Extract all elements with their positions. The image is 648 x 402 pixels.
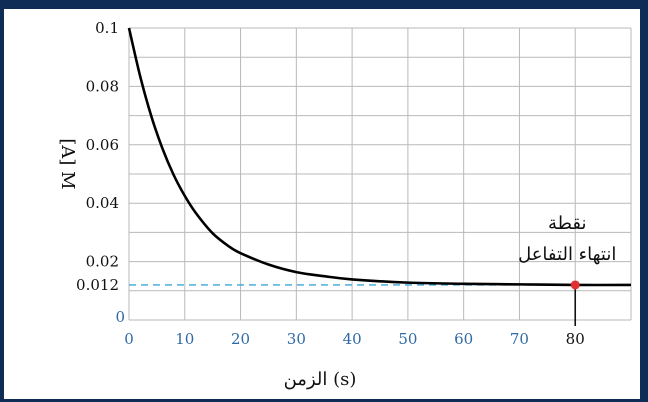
- annotation-line-1: نقطة: [548, 213, 587, 234]
- y-tick-label: 0.08: [86, 77, 119, 95]
- y-tick-label: 0.02: [86, 253, 119, 271]
- reaction-chart: 0 0.02 0.04 0.06 0.08 0.1 0.012 0 10 20 30 40 50 60 7…: [57, 19, 632, 390]
- horizontal-gridlines: [129, 27, 631, 321]
- x-tick-label: 30: [287, 330, 306, 348]
- y-tick-label: 0: [115, 308, 125, 326]
- y-tick-label: 0.06: [86, 136, 119, 154]
- reaction-end-point: [570, 280, 580, 290]
- y-axis-label: [A] M: [57, 138, 78, 189]
- x-axis-label: الزمن (s): [284, 369, 357, 390]
- x-tick-label: 0: [124, 330, 134, 348]
- x-tick-label: 10: [175, 330, 194, 348]
- concentration-curve: [127, 27, 632, 287]
- y-tick-label-end-concentration: 0.012: [76, 276, 119, 294]
- x-tick-labels: 0 10 20 30 40 50 60 70 80: [124, 330, 585, 348]
- x-tick-label: 40: [343, 330, 362, 348]
- y-tick-label: 0.04: [86, 194, 119, 212]
- chart-frame: 0 0.02 0.04 0.06 0.08 0.1 0.012 0 10 20 30 40 50 60 7…: [4, 6, 640, 402]
- annotation-line-2: انتهاء التفاعل: [518, 244, 616, 265]
- y-tick-labels: 0 0.02 0.04 0.06 0.08 0.1 0.012: [76, 19, 125, 326]
- x-tick-label: 70: [510, 330, 529, 348]
- x-tick-label: 50: [398, 330, 417, 348]
- y-tick-label: 0.1: [95, 19, 119, 37]
- x-tick-label: 60: [454, 330, 473, 348]
- x-tick-label: 20: [231, 330, 250, 348]
- x-tick-label: 80: [566, 330, 585, 348]
